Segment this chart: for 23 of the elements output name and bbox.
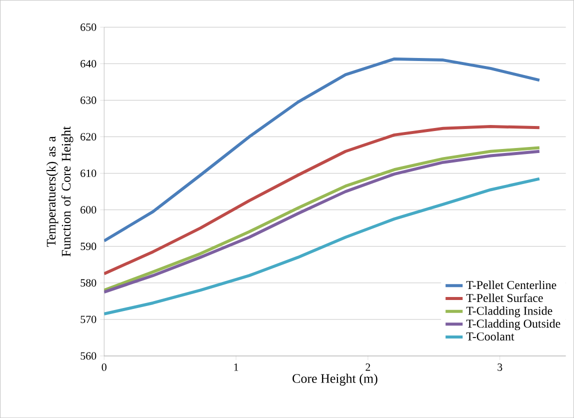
y-tick-label: 570 xyxy=(80,316,96,324)
y-tick-label: 640 xyxy=(80,60,96,68)
legend-label: T-Cladding Inside xyxy=(466,306,552,318)
x-tick-label: 0 xyxy=(102,363,106,371)
x-tick-label: 2 xyxy=(366,363,370,371)
y-tick-label: 620 xyxy=(80,133,96,140)
x-axis-title: Core Height (m) xyxy=(292,374,378,386)
legend-label: T-Pellet Centerline xyxy=(466,280,556,290)
y-tick-label: 630 xyxy=(80,96,96,104)
legend-label: T-Pellet Surface xyxy=(466,293,543,302)
y-tick-label: 580 xyxy=(80,279,96,287)
line-series xyxy=(104,57,541,242)
x-tick-label: 1 xyxy=(234,363,238,371)
line-series xyxy=(104,124,541,276)
y-tick-label: 590 xyxy=(80,242,96,250)
legend-label: T-Cladding Outside xyxy=(466,319,560,330)
y-axis-title: Temperatuers(k) as a Function of Core Height xyxy=(46,126,74,256)
legend-label: T-Coolant xyxy=(466,332,514,340)
y-tick-label: 650 xyxy=(80,23,96,31)
x-tick-label: 3 xyxy=(498,363,502,371)
y-tick-label: 560 xyxy=(80,352,96,360)
y-tick-label: 610 xyxy=(80,170,96,177)
y-tick-label: 600 xyxy=(80,206,96,214)
